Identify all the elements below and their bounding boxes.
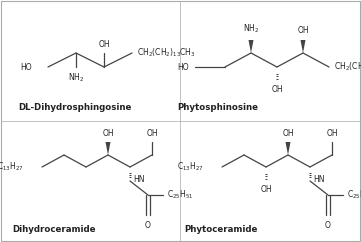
Text: OH: OH xyxy=(98,40,110,49)
Text: Dihydroceramide: Dihydroceramide xyxy=(12,225,96,234)
Text: DL-Dihydrosphingosine: DL-Dihydrosphingosine xyxy=(18,104,131,113)
Text: HO: HO xyxy=(20,62,32,71)
Text: CH$_2$(CH$_2$)$_{13}$CH$_3$: CH$_2$(CH$_2$)$_{13}$CH$_3$ xyxy=(137,47,196,59)
Polygon shape xyxy=(300,40,305,53)
Text: Phytosphinosine: Phytosphinosine xyxy=(177,104,258,113)
Text: C$_{25}$H$_{51}$: C$_{25}$H$_{51}$ xyxy=(167,189,193,201)
Text: HN: HN xyxy=(313,175,325,184)
Text: OH: OH xyxy=(102,129,114,138)
Polygon shape xyxy=(286,142,291,155)
Text: CH$_2$(CH$_2$)$_{12}$CH$_3$: CH$_2$(CH$_2$)$_{12}$CH$_3$ xyxy=(334,61,361,73)
Text: NH$_2$: NH$_2$ xyxy=(68,71,84,83)
Text: C$_{25}$H$_{51}$: C$_{25}$H$_{51}$ xyxy=(347,189,361,201)
Text: OH: OH xyxy=(271,85,283,94)
Text: OH: OH xyxy=(260,185,272,194)
Text: C$_{13}$H$_{27}$: C$_{13}$H$_{27}$ xyxy=(0,161,24,173)
Text: OH: OH xyxy=(146,129,158,138)
Text: O: O xyxy=(145,221,151,230)
Text: HO: HO xyxy=(177,62,189,71)
Text: C$_{13}$H$_{27}$: C$_{13}$H$_{27}$ xyxy=(177,161,204,173)
Polygon shape xyxy=(105,142,110,155)
Text: NH$_2$: NH$_2$ xyxy=(243,23,259,35)
Text: HN: HN xyxy=(133,175,144,184)
Text: Phytoceramide: Phytoceramide xyxy=(184,225,257,234)
Text: OH: OH xyxy=(297,26,309,35)
Text: OH: OH xyxy=(326,129,338,138)
Text: OH: OH xyxy=(282,129,294,138)
Text: O: O xyxy=(325,221,331,230)
Polygon shape xyxy=(248,40,253,53)
